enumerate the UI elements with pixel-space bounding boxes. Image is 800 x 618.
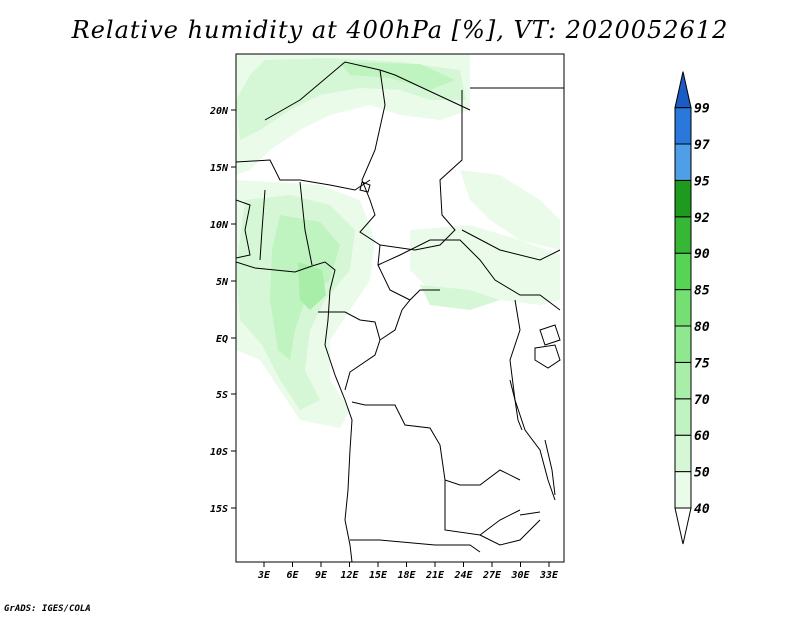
lake-chad [359,181,371,193]
chart-title: Relative humidity at 400hPa [%], VT: 202… [71,16,729,44]
colorbar-label: 95 [694,174,710,189]
colorbar-label: 97 [694,138,710,153]
colorbar-label: 70 [694,393,710,408]
border-nigeria-cameroon [259,181,313,266]
colorbar-segment [674,252,692,291]
colorbar-label: 80 [694,320,710,335]
lon-tick-label: 24E [453,570,473,581]
border-south-sudan [461,229,561,261]
humidity-field [236,54,560,428]
coastline [236,261,353,562]
lat-tick-label: EQ [216,334,228,345]
colorbar-segment [674,216,692,254]
lon-tick-label: 27E [482,570,502,581]
lat-tick-label: 10N [210,220,229,231]
colorbar-label: 85 [694,284,710,299]
colorbar-segment [674,325,692,363]
lon-tick-label: 3E [257,570,271,581]
colorbar-segment [674,289,692,327]
colorbar-label: 40 [694,502,710,517]
lon-tick-label: 33E [539,570,559,581]
border-car [377,239,561,311]
border-west [236,199,251,259]
lon-tick-label: 12E [340,570,359,581]
border-niger-nigeria [236,159,371,191]
lon-tick-label: 9E [315,570,328,581]
lat-tick-label: 20N [209,106,229,117]
border-chad-sudan [379,90,463,251]
colorbar-arrow-low [674,507,692,545]
border-chad [359,69,411,301]
grads-credit: GrADS: IGES/COLA [4,604,91,614]
border-niger-algeria [264,61,471,121]
colorbar-segment [674,434,692,473]
lat-tick-label: 15S [210,504,228,515]
colorbar-label: 90 [694,247,710,262]
colorbar-arrow-high [674,71,692,109]
border-drc-angola [351,401,521,486]
border-east-coast [539,324,561,346]
colorbar: 40 50 60 70 75 80 85 90 92 95 97 99 [674,71,710,545]
lat-tick-label: 15N [210,163,229,174]
border-angola-zambia [444,480,521,536]
lon-tick-label: 6E [286,570,299,581]
humidity-zone-east-mid [420,285,500,310]
country-borders [236,61,564,562]
lon-tick-label: 30E [510,570,530,581]
colorbar-segment [674,398,692,436]
lon-tick-label: 18E [397,570,416,581]
lat-tick-label: 5N [216,277,229,288]
colorbar-segment [674,143,692,181]
border-cameroon-gabon [318,311,381,391]
colorbar-label: 50 [694,466,710,481]
lake-tanganyika [509,379,523,431]
colorbar-label: 60 [694,429,710,444]
latitude-axis: 20N 15N 10N 5N EQ 5S 10S 15S [209,106,236,515]
colorbar-label: 99 [694,102,710,117]
lon-tick-label: 21E [425,570,445,581]
border-east-lakes [509,299,556,501]
colorbar-segment [674,107,692,145]
humidity-zone-northeast [460,170,560,250]
border-zambia-zimbabwe [479,519,541,546]
border-angola-namibia [350,539,481,553]
lon-tick-label: 15E [369,570,388,581]
lake-victoria [534,344,561,369]
lake-kariba [519,511,541,516]
colorbar-segment [674,471,692,509]
colorbar-label: 92 [694,211,710,226]
map-frame [235,53,565,563]
colorbar-segment [674,361,692,400]
humidity-zone-east [410,225,560,305]
lat-tick-label: 5S [216,390,228,401]
humidity-zone-coast [298,262,326,310]
colorbar-segment [674,179,692,218]
longitude-axis: 3E 6E 9E 12E 15E 18E 21E 24E 27E 30E 33E [257,562,559,581]
lat-tick-label: 10S [210,447,228,458]
colorbar-label: 75 [694,356,710,371]
border-congo-drc [379,289,440,341]
lakes [359,181,561,516]
lake-malawi [544,439,556,496]
